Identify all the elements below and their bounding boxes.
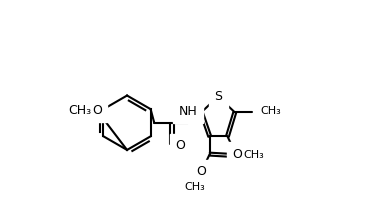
- Text: S: S: [214, 90, 222, 103]
- Text: O: O: [92, 104, 102, 117]
- Text: O: O: [233, 148, 242, 161]
- Text: CH₃: CH₃: [243, 150, 264, 160]
- Text: NH: NH: [178, 105, 197, 117]
- Text: CH₃: CH₃: [260, 106, 281, 116]
- Text: O: O: [196, 165, 206, 179]
- Text: CH₃: CH₃: [185, 181, 205, 192]
- Text: CH₃: CH₃: [68, 104, 92, 117]
- Text: O: O: [175, 139, 185, 152]
